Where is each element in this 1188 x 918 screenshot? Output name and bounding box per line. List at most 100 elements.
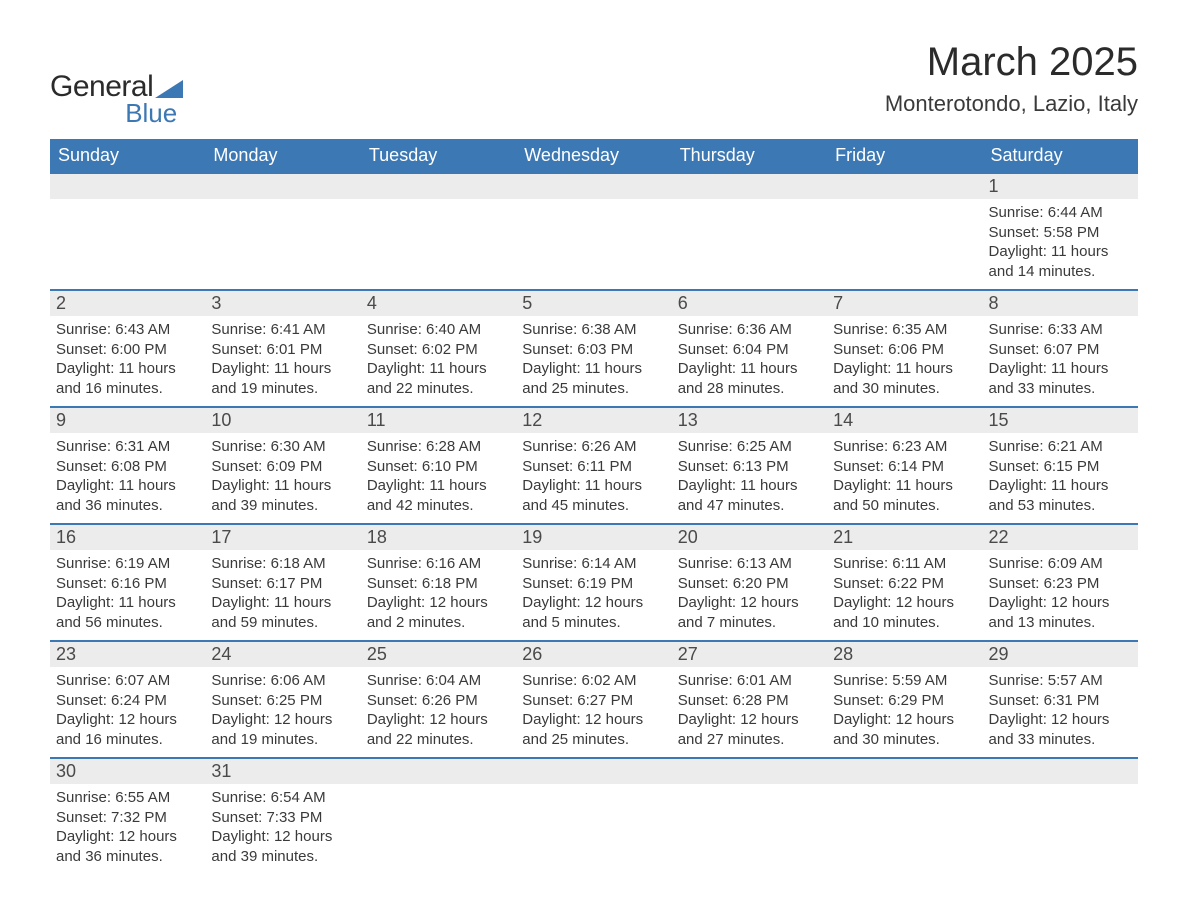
brand-logo: General Blue <box>50 70 183 129</box>
daylight-line: Daylight: 11 hours and 53 minutes. <box>989 476 1132 515</box>
daylight-line: Daylight: 11 hours and 22 minutes. <box>367 359 510 398</box>
week-row: 30Sunrise: 6:55 AMSunset: 7:32 PMDayligh… <box>50 758 1138 874</box>
day-cell: 15Sunrise: 6:21 AMSunset: 6:15 PMDayligh… <box>983 407 1138 524</box>
sunrise-line: Sunrise: 6:16 AM <box>367 554 510 574</box>
day-body <box>516 784 671 862</box>
page-header: General Blue March 2025 Monterotondo, La… <box>50 40 1138 129</box>
day-cell: 12Sunrise: 6:26 AMSunset: 6:11 PMDayligh… <box>516 407 671 524</box>
sunrise-line: Sunrise: 6:31 AM <box>56 437 199 457</box>
day-body <box>672 199 827 277</box>
sunrise-line: Sunrise: 6:54 AM <box>211 788 354 808</box>
day-body: Sunrise: 6:01 AMSunset: 6:28 PMDaylight:… <box>672 667 827 757</box>
day-number: 28 <box>827 642 982 667</box>
day-cell: 31Sunrise: 6:54 AMSunset: 7:33 PMDayligh… <box>205 758 360 874</box>
sunset-line: Sunset: 6:14 PM <box>833 457 976 477</box>
day-number: 13 <box>672 408 827 433</box>
day-cell: 27Sunrise: 6:01 AMSunset: 6:28 PMDayligh… <box>672 641 827 758</box>
day-body <box>361 784 516 862</box>
sunset-line: Sunset: 6:27 PM <box>522 691 665 711</box>
sunset-line: Sunset: 6:18 PM <box>367 574 510 594</box>
sunset-line: Sunset: 6:04 PM <box>678 340 821 360</box>
day-cell <box>361 758 516 874</box>
daylight-line: Daylight: 12 hours and 39 minutes. <box>211 827 354 866</box>
sunset-line: Sunset: 6:02 PM <box>367 340 510 360</box>
day-body: Sunrise: 6:36 AMSunset: 6:04 PMDaylight:… <box>672 316 827 406</box>
day-cell: 6Sunrise: 6:36 AMSunset: 6:04 PMDaylight… <box>672 290 827 407</box>
sunrise-line: Sunrise: 6:11 AM <box>833 554 976 574</box>
day-body: Sunrise: 6:35 AMSunset: 6:06 PMDaylight:… <box>827 316 982 406</box>
day-body <box>827 784 982 862</box>
day-body: Sunrise: 6:55 AMSunset: 7:32 PMDaylight:… <box>50 784 205 874</box>
day-cell: 19Sunrise: 6:14 AMSunset: 6:19 PMDayligh… <box>516 524 671 641</box>
day-body: Sunrise: 6:33 AMSunset: 6:07 PMDaylight:… <box>983 316 1138 406</box>
day-cell: 25Sunrise: 6:04 AMSunset: 6:26 PMDayligh… <box>361 641 516 758</box>
daylight-line: Daylight: 11 hours and 47 minutes. <box>678 476 821 515</box>
day-cell: 11Sunrise: 6:28 AMSunset: 6:10 PMDayligh… <box>361 407 516 524</box>
sunrise-line: Sunrise: 6:01 AM <box>678 671 821 691</box>
sunrise-line: Sunrise: 6:41 AM <box>211 320 354 340</box>
sunrise-line: Sunrise: 6:35 AM <box>833 320 976 340</box>
day-cell: 22Sunrise: 6:09 AMSunset: 6:23 PMDayligh… <box>983 524 1138 641</box>
sunrise-line: Sunrise: 6:43 AM <box>56 320 199 340</box>
day-number: 5 <box>516 291 671 316</box>
daylight-line: Daylight: 12 hours and 30 minutes. <box>833 710 976 749</box>
daylight-line: Daylight: 11 hours and 59 minutes. <box>211 593 354 632</box>
sunset-line: Sunset: 6:29 PM <box>833 691 976 711</box>
sunrise-line: Sunrise: 6:13 AM <box>678 554 821 574</box>
title-block: March 2025 Monterotondo, Lazio, Italy <box>885 40 1138 117</box>
day-body: Sunrise: 6:14 AMSunset: 6:19 PMDaylight:… <box>516 550 671 640</box>
day-body: Sunrise: 6:18 AMSunset: 6:17 PMDaylight:… <box>205 550 360 640</box>
sunrise-line: Sunrise: 6:33 AM <box>989 320 1132 340</box>
daylight-line: Daylight: 12 hours and 19 minutes. <box>211 710 354 749</box>
sunset-line: Sunset: 6:17 PM <box>211 574 354 594</box>
sunrise-line: Sunrise: 6:19 AM <box>56 554 199 574</box>
sunrise-line: Sunrise: 6:04 AM <box>367 671 510 691</box>
day-cell <box>516 173 671 290</box>
sunset-line: Sunset: 6:15 PM <box>989 457 1132 477</box>
day-number: 21 <box>827 525 982 550</box>
day-cell: 9Sunrise: 6:31 AMSunset: 6:08 PMDaylight… <box>50 407 205 524</box>
daylight-line: Daylight: 12 hours and 13 minutes. <box>989 593 1132 632</box>
day-body: Sunrise: 6:13 AMSunset: 6:20 PMDaylight:… <box>672 550 827 640</box>
day-number <box>516 174 671 199</box>
day-number: 16 <box>50 525 205 550</box>
day-number: 23 <box>50 642 205 667</box>
day-cell <box>361 173 516 290</box>
sunrise-line: Sunrise: 6:06 AM <box>211 671 354 691</box>
col-friday: Friday <box>827 139 982 173</box>
sunrise-line: Sunrise: 6:40 AM <box>367 320 510 340</box>
day-cell: 24Sunrise: 6:06 AMSunset: 6:25 PMDayligh… <box>205 641 360 758</box>
sunrise-line: Sunrise: 6:23 AM <box>833 437 976 457</box>
sunset-line: Sunset: 6:22 PM <box>833 574 976 594</box>
day-body: Sunrise: 6:19 AMSunset: 6:16 PMDaylight:… <box>50 550 205 640</box>
col-thursday: Thursday <box>672 139 827 173</box>
day-number: 12 <box>516 408 671 433</box>
day-number: 17 <box>205 525 360 550</box>
day-cell: 26Sunrise: 6:02 AMSunset: 6:27 PMDayligh… <box>516 641 671 758</box>
daylight-line: Daylight: 12 hours and 7 minutes. <box>678 593 821 632</box>
week-row: 2Sunrise: 6:43 AMSunset: 6:00 PMDaylight… <box>50 290 1138 407</box>
day-number <box>672 759 827 784</box>
day-cell <box>672 758 827 874</box>
sunset-line: Sunset: 6:11 PM <box>522 457 665 477</box>
day-number: 24 <box>205 642 360 667</box>
day-body: Sunrise: 6:07 AMSunset: 6:24 PMDaylight:… <box>50 667 205 757</box>
day-body: Sunrise: 5:57 AMSunset: 6:31 PMDaylight:… <box>983 667 1138 757</box>
day-body: Sunrise: 6:16 AMSunset: 6:18 PMDaylight:… <box>361 550 516 640</box>
day-cell: 17Sunrise: 6:18 AMSunset: 6:17 PMDayligh… <box>205 524 360 641</box>
day-number: 22 <box>983 525 1138 550</box>
week-row: 16Sunrise: 6:19 AMSunset: 6:16 PMDayligh… <box>50 524 1138 641</box>
day-number: 26 <box>516 642 671 667</box>
col-wednesday: Wednesday <box>516 139 671 173</box>
sunset-line: Sunset: 6:19 PM <box>522 574 665 594</box>
daylight-line: Daylight: 12 hours and 2 minutes. <box>367 593 510 632</box>
col-sunday: Sunday <box>50 139 205 173</box>
calendar-body: 1Sunrise: 6:44 AMSunset: 5:58 PMDaylight… <box>50 173 1138 874</box>
daylight-line: Daylight: 11 hours and 28 minutes. <box>678 359 821 398</box>
day-cell: 3Sunrise: 6:41 AMSunset: 6:01 PMDaylight… <box>205 290 360 407</box>
day-body: Sunrise: 6:28 AMSunset: 6:10 PMDaylight:… <box>361 433 516 523</box>
day-cell: 2Sunrise: 6:43 AMSunset: 6:00 PMDaylight… <box>50 290 205 407</box>
sunset-line: Sunset: 6:07 PM <box>989 340 1132 360</box>
day-number: 30 <box>50 759 205 784</box>
day-cell: 30Sunrise: 6:55 AMSunset: 7:32 PMDayligh… <box>50 758 205 874</box>
